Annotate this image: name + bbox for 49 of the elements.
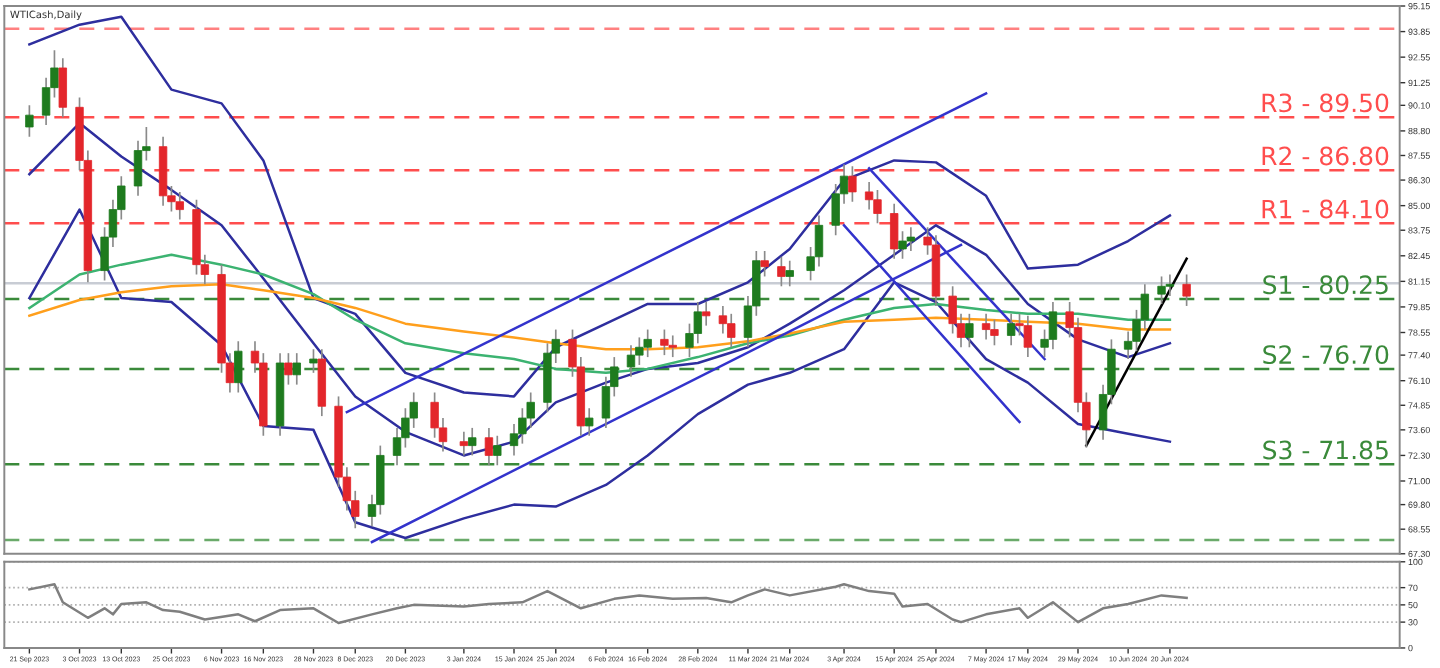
candlestick xyxy=(981,312,991,341)
line-series xyxy=(28,121,1172,457)
candlestick xyxy=(898,230,907,260)
ref-line-label: R1 - 84.10 xyxy=(1262,199,1389,219)
line-series xyxy=(28,283,1172,351)
candlestick xyxy=(848,165,857,203)
line-series xyxy=(28,582,1188,625)
ref-line-label: R3 - 89.50 xyxy=(1262,93,1389,113)
candlestick xyxy=(468,427,477,457)
candlestick xyxy=(1157,275,1166,305)
candlestick xyxy=(175,191,184,221)
line-series xyxy=(28,253,1172,375)
ref-line-label: S2 - 76.70 xyxy=(1263,345,1389,365)
candlestick xyxy=(890,202,899,260)
candlestick xyxy=(1165,273,1175,297)
candlestick xyxy=(1023,314,1033,358)
candlestick xyxy=(777,255,786,288)
candlestick xyxy=(660,328,669,356)
candlestick xyxy=(702,301,711,327)
ref-line-label: S3 - 71.85 xyxy=(1263,440,1388,460)
candlestick xyxy=(1048,301,1058,351)
candlestick xyxy=(234,340,243,394)
candlestick xyxy=(990,318,999,347)
candlestick xyxy=(785,259,794,288)
candlestick xyxy=(760,250,769,278)
candlestick xyxy=(493,434,502,467)
candlestick xyxy=(873,189,882,225)
ref-line-label: R2 - 86.80 xyxy=(1262,146,1389,166)
candlestick xyxy=(1182,273,1191,307)
candlestick xyxy=(965,312,974,349)
ref-line-label: S1 - 80.25 xyxy=(1263,275,1388,295)
candlestick xyxy=(643,328,652,358)
candlestick xyxy=(25,104,34,138)
candlestick xyxy=(585,407,594,437)
candlestick xyxy=(317,348,327,417)
candlestick xyxy=(133,139,143,197)
candlestick xyxy=(668,334,677,358)
candlestick xyxy=(484,427,494,467)
candlestick xyxy=(284,352,293,386)
candlestick xyxy=(509,423,519,457)
candlestick xyxy=(459,430,469,457)
candlestick xyxy=(906,226,916,252)
candlestick xyxy=(309,348,318,374)
candlestick xyxy=(292,352,301,386)
candlestick xyxy=(1006,312,1016,347)
line-series xyxy=(28,208,1172,540)
candlestick xyxy=(626,344,636,378)
candlestick xyxy=(814,214,824,268)
candlestick xyxy=(58,57,67,118)
